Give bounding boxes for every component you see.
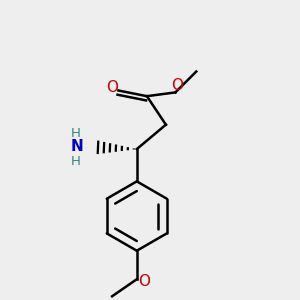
Text: N: N — [70, 140, 83, 154]
Text: O: O — [171, 78, 183, 93]
Text: H: H — [71, 127, 81, 140]
Text: O: O — [138, 274, 150, 290]
Text: H: H — [71, 154, 81, 168]
Text: O: O — [106, 80, 119, 95]
